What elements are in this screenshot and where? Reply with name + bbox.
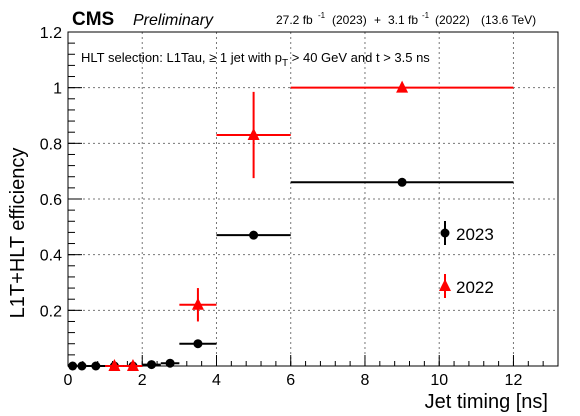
- x-axis-label: Jet timing [ns]: [425, 391, 548, 413]
- point-marker: [397, 177, 407, 187]
- data-point: [216, 91, 291, 179]
- point-marker: [193, 339, 203, 349]
- point-marker: [91, 361, 101, 371]
- x-tick-label: 10: [430, 372, 448, 389]
- data-point: [290, 80, 514, 93]
- x-tick-label: 8: [361, 372, 370, 389]
- y-tick-label: 1.2: [40, 25, 62, 42]
- data-series: [68, 80, 514, 371]
- y-axis-label: L1T+HLT efficiency: [7, 148, 29, 319]
- data-point: [290, 177, 514, 187]
- lumi-plus: +: [374, 13, 381, 27]
- preliminary-label: Preliminary: [133, 12, 214, 29]
- y-tick-label: 0.4: [40, 248, 62, 265]
- y-tick-label: 1: [53, 81, 62, 98]
- lumi-2023-year: (2023): [332, 13, 367, 27]
- selection-annotation: HLT selection: L1Tau, ≥ 1 jet with pT > …: [81, 50, 430, 69]
- cms-label: CMS: [72, 9, 114, 30]
- lumi-2023: 27.2 fb: [276, 13, 313, 27]
- selection-prefix: HLT selection: L1Tau, ≥ 1 jet with p: [81, 50, 282, 65]
- selection-suffix: > 40 GeV and t > 3.5 ns: [288, 50, 430, 65]
- legend: 2023 2022: [439, 221, 494, 298]
- series-2022: [105, 80, 514, 371]
- x-tick-label: 12: [505, 372, 523, 389]
- plot-frame: [67, 31, 559, 367]
- point-marker: [249, 230, 259, 240]
- point-marker: [77, 361, 87, 371]
- y-tick-label: 0.2: [40, 303, 62, 320]
- lumi-2022-exponent: -1: [422, 11, 430, 20]
- y-tick-label: 0.6: [40, 192, 62, 209]
- legend-label: 2023: [456, 225, 494, 244]
- data-point: [105, 359, 124, 371]
- x-tick-label: 0: [64, 372, 73, 389]
- legend-entry-2023: 2023: [440, 221, 494, 245]
- data-point: [77, 361, 87, 371]
- legend-entry-2022: 2022: [439, 274, 494, 298]
- point-marker: [165, 358, 175, 368]
- lumi-2022: 3.1 fb: [388, 13, 418, 27]
- point-marker: [68, 361, 78, 371]
- data-point: [123, 359, 143, 371]
- data-point: [160, 358, 180, 368]
- point-marker: [147, 360, 157, 370]
- data-point: [68, 361, 78, 371]
- legend-label: 2022: [456, 278, 494, 297]
- selection-subscript: T: [282, 58, 288, 69]
- lumi-2023-exponent: -1: [318, 11, 326, 20]
- x-tick-label: 2: [138, 372, 147, 389]
- data-point: [86, 361, 106, 371]
- luminosity-label: 27.2 fb -1 (2023) + 3.1 fb -1 (2022) (13…: [276, 11, 536, 27]
- y-tick-label: 0.8: [40, 136, 62, 153]
- data-point: [179, 288, 217, 322]
- x-tick-label: 6: [286, 372, 295, 389]
- lumi-2022-year: (2022): [435, 13, 470, 27]
- energy-label: (13.6 TeV): [481, 13, 536, 27]
- legend-marker: [439, 279, 451, 291]
- point-marker: [191, 297, 204, 310]
- point-marker: [108, 359, 121, 371]
- data-point: [179, 339, 217, 349]
- legend-marker: [440, 228, 450, 238]
- point-marker: [396, 80, 409, 93]
- point-marker: [126, 359, 139, 371]
- x-tick-label: 4: [212, 372, 221, 389]
- data-point: [142, 360, 161, 370]
- data-point: [216, 230, 291, 240]
- point-marker: [247, 127, 260, 140]
